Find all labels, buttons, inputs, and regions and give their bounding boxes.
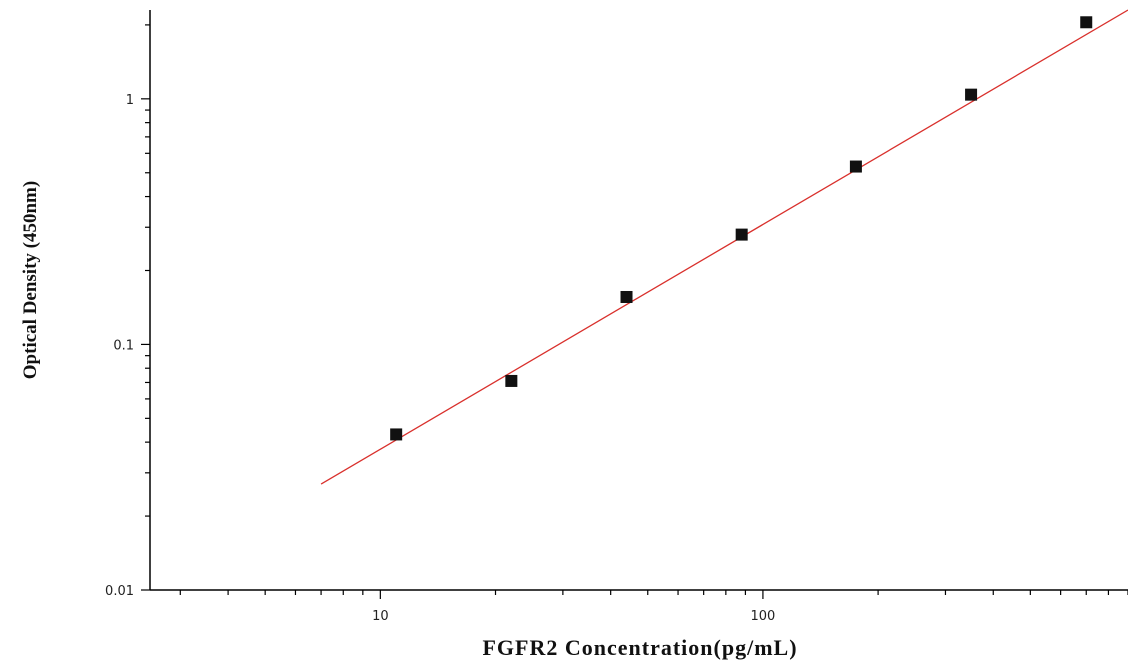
x-tick-label: 10	[372, 609, 389, 624]
axes: 10 100 0.01 0.1 1	[105, 10, 1128, 624]
data-point	[849, 160, 862, 173]
fit-line-group	[320, 9, 1128, 485]
y-tick-label: 0.1	[113, 338, 134, 353]
y-tick-label: 0.01	[105, 584, 134, 599]
y-tick-label: 1	[126, 93, 134, 108]
x-tick-label: 100	[751, 609, 776, 624]
data-point	[390, 428, 403, 441]
data-points	[390, 16, 1093, 441]
data-point	[1080, 16, 1093, 29]
fit-line	[320, 9, 1128, 485]
y-axis-title: Optical Density (450nm)	[20, 181, 41, 379]
data-point	[505, 374, 518, 387]
data-point	[735, 228, 748, 241]
x-axis-title: FGFR2 Concentration(pg/mL)	[482, 635, 797, 660]
data-point	[965, 88, 978, 101]
data-point	[620, 290, 633, 303]
